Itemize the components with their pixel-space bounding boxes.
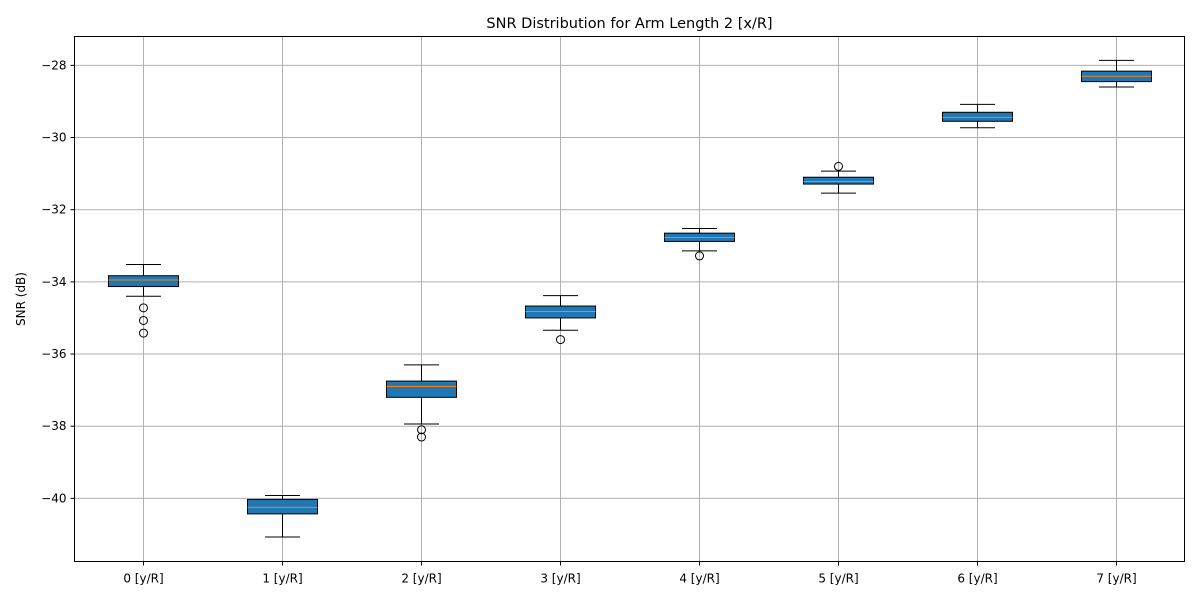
box-iqr: [247, 498, 318, 515]
x-tick-label: 4 [y/R]: [679, 572, 719, 586]
y-tick-label: −40: [41, 491, 66, 505]
x-tick-label: 3 [y/R]: [540, 572, 580, 586]
outlier-point: [556, 335, 565, 345]
y-tick-label: −30: [41, 131, 66, 145]
y-tick-label: −32: [41, 203, 66, 217]
outlier-point: [834, 161, 843, 171]
outlier-point: [695, 251, 704, 261]
y-tick-label: −34: [41, 275, 66, 289]
x-tick-label: 7 [y/R]: [1096, 572, 1136, 586]
y-tick-label: −38: [41, 419, 66, 433]
box-group: [942, 103, 1013, 129]
box-iqr: [525, 305, 596, 319]
chart-title: SNR Distribution for Arm Length 2 [x/R]: [486, 16, 772, 32]
outlier-point: [417, 425, 426, 435]
box-iqr: [108, 275, 179, 288]
y-tick-label: −28: [41, 58, 66, 72]
axis-ticks: −40 −38 −36 −34 −32 −30 −28 0 [y/R] 1 [y/R] 2 [y/…: [41, 58, 1136, 585]
x-tick-label: 2 [y/R]: [401, 572, 441, 586]
outlier-point: [139, 303, 148, 313]
x-tick-label: 5 [y/R]: [818, 572, 858, 586]
x-tick-label: 1 [y/R]: [262, 572, 302, 586]
grid-lines: [74, 36, 1185, 562]
box-plots: [108, 59, 1152, 538]
y-axis-label: SNR (dB): [14, 272, 28, 326]
box-group: [247, 494, 318, 538]
plot-frame: [74, 36, 1185, 562]
box-iqr: [942, 111, 1013, 122]
box-iqr: [803, 176, 874, 185]
box-iqr: [386, 380, 457, 398]
outlier-point: [139, 315, 148, 325]
box-group: [525, 295, 596, 345]
y-tick-label: −36: [41, 347, 66, 361]
x-tick-label: 0 [y/R]: [123, 572, 163, 586]
outlier-point: [417, 432, 426, 442]
box-group: [1081, 59, 1152, 88]
box-group: [108, 264, 179, 338]
box-group: [664, 227, 735, 261]
x-tick-label: 6 [y/R]: [957, 572, 997, 586]
box-group: [386, 364, 457, 442]
box-group: [803, 161, 874, 194]
outlier-point: [139, 328, 148, 338]
